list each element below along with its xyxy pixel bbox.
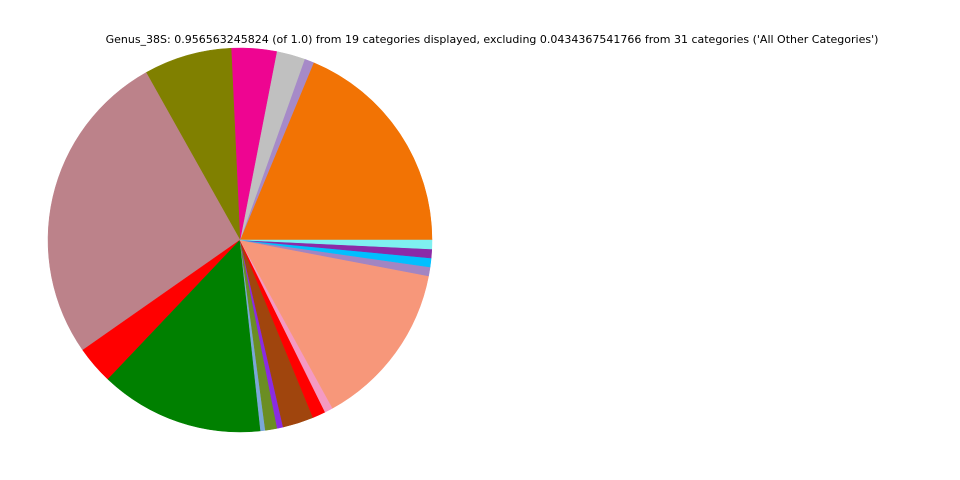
pie-slice xyxy=(107,239,261,433)
pie-slice xyxy=(239,62,433,241)
pie-slice xyxy=(239,239,433,250)
pie-slice xyxy=(239,239,429,409)
pie xyxy=(47,47,433,433)
chart-title: Genus_38S: 0.956563245824 (of 1.0) from … xyxy=(106,33,879,46)
pie-slice xyxy=(47,72,241,351)
